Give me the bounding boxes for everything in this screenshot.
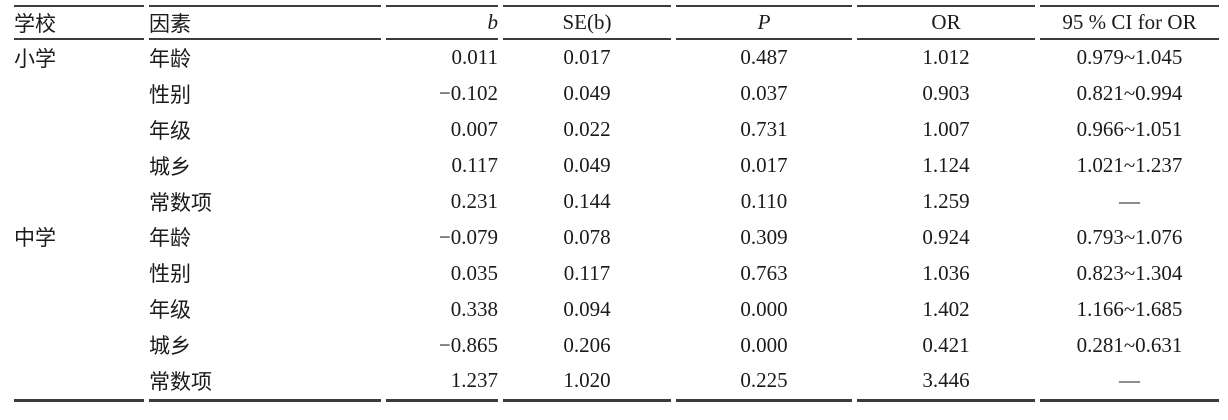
cell-school (14, 112, 144, 148)
cell-p: 0.309 (740, 224, 788, 249)
table-row: 性别 0.035 0.117 0.763 1.036 0.823~1.304 (14, 255, 1219, 291)
cell-ci: 0.966~1.051 (1076, 117, 1183, 142)
cell-factor: 年龄 (149, 46, 191, 71)
cell-factor: 城乡 (149, 334, 191, 359)
cell-se: 0.017 (563, 45, 611, 70)
cell-or: 3.446 (857, 363, 1035, 402)
cell-se: 0.022 (563, 117, 611, 142)
cell-factor: 城乡 (149, 154, 191, 179)
cell-ci: 0.979~1.045 (1076, 45, 1183, 70)
cell-or: 1.259 (922, 189, 970, 213)
cell-or: 1.012 (922, 45, 970, 70)
cell-or: 0.924 (922, 224, 970, 249)
cell-or: 1.402 (922, 296, 970, 321)
col-header-school: 学校 (14, 5, 144, 40)
cell-factor: 年级 (149, 298, 191, 323)
cell-b: 0.231 (450, 189, 498, 213)
cell-se: 0.144 (563, 189, 611, 213)
cell-ci: 0.793~1.076 (1076, 224, 1183, 249)
cell-ci: 0.821~0.994 (1076, 81, 1183, 106)
cell-p: 0.000 (740, 296, 788, 321)
cell-p: 0.225 (676, 363, 852, 402)
cell-factor: 年龄 (149, 226, 191, 251)
cell-b: −0.079 (438, 224, 498, 249)
col-header-b: b (386, 5, 498, 40)
cell-ci: 1.021~1.237 (1076, 153, 1183, 178)
cell-or: 0.903 (922, 81, 970, 106)
cell-b: −0.865 (438, 332, 498, 357)
table-row: 中学 年龄 −0.079 0.078 0.309 0.924 0.793~1.076 (14, 219, 1219, 255)
cell-school (14, 255, 144, 291)
cell-b: −0.102 (438, 81, 498, 106)
logistic-regression-table: 学校 因素 b SE(b) P OR 95 % CI for OR 小学 年龄 0.… (9, 5, 1224, 402)
cell-ci: 0.281~0.631 (1076, 332, 1183, 357)
cell-factor: 常数项 (149, 363, 381, 402)
cell-factor: 年级 (149, 118, 191, 143)
cell-ci: — (1040, 363, 1219, 402)
cell-p: 0.037 (740, 81, 788, 106)
cell-ci: — (1119, 189, 1140, 213)
table-header: 学校 因素 b SE(b) P OR 95 % CI for OR (14, 5, 1219, 40)
cell-factor: 性别 (149, 262, 191, 287)
col-header-se-b: SE(b) (503, 5, 671, 40)
col-header-or: OR (857, 5, 1035, 40)
cell-p: 0.000 (740, 332, 788, 357)
cell-or: 0.421 (922, 332, 970, 357)
cell-school: 小学 (14, 46, 56, 71)
header-row: 学校 因素 b SE(b) P OR 95 % CI for OR (14, 5, 1219, 40)
cell-ci: 1.166~1.685 (1076, 296, 1183, 321)
table-body: 小学 年龄 0.011 0.017 0.487 1.012 0.979~1.045 性别 −0.… (14, 40, 1219, 402)
cell-b: 1.237 (386, 363, 498, 402)
cell-se: 0.094 (563, 296, 611, 321)
table-row: 常数项 1.237 1.020 0.225 3.446— (14, 363, 1219, 402)
cell-or: 1.124 (922, 153, 970, 178)
cell-p: 0.017 (740, 153, 788, 178)
col-header-factor: 因素 (149, 5, 381, 40)
col-header-p: P (676, 5, 852, 40)
cell-school (14, 291, 144, 327)
cell-se: 0.049 (563, 81, 611, 106)
table-row: 性别 −0.102 0.049 0.037 0.903 0.821~0.994 (14, 76, 1219, 112)
cell-school (14, 76, 144, 112)
cell-se: 0.206 (563, 332, 611, 357)
cell-se: 0.078 (563, 224, 611, 249)
cell-school (14, 327, 144, 363)
cell-b: 0.011 (451, 45, 498, 70)
table-row: 年级 0.338 0.094 0.000 1.402 1.166~1.685 (14, 291, 1219, 327)
cell-p: 0.110 (740, 189, 788, 213)
cell-factor: 常数项 (149, 190, 212, 215)
cell-p: 0.731 (740, 117, 788, 142)
cell-b: 0.117 (451, 153, 498, 178)
cell-p: 0.763 (740, 260, 788, 285)
table-row: 城乡 −0.865 0.206 0.000 0.421 0.281~0.631 (14, 327, 1219, 363)
cell-or: 1.007 (922, 117, 970, 142)
cell-p: 0.487 (740, 45, 788, 70)
cell-b: 0.035 (450, 260, 498, 285)
col-header-ci: 95 % CI for OR (1040, 5, 1219, 40)
cell-school (14, 148, 144, 184)
table-row: 年级 0.007 0.022 0.731 1.007 0.966~1.051 (14, 112, 1219, 148)
table-row: 城乡 0.117 0.049 0.017 1.124 1.021~1.237 (14, 148, 1219, 184)
cell-se: 1.020 (503, 363, 671, 402)
cell-ci: 0.823~1.304 (1076, 260, 1183, 285)
table-row: 常数项 0.231 0.144 0.110 1.259 — (14, 184, 1219, 220)
table-row: 小学 年龄 0.011 0.017 0.487 1.012 0.979~1.045 (14, 40, 1219, 76)
cell-school (14, 184, 144, 220)
cell-factor: 性别 (149, 82, 191, 107)
cell-school (14, 363, 144, 402)
cell-se: 0.117 (563, 260, 611, 285)
cell-or: 1.036 (922, 260, 970, 285)
cell-school: 中学 (14, 226, 56, 251)
cell-se: 0.049 (563, 153, 611, 178)
cell-b: 0.338 (450, 296, 498, 321)
cell-b: 0.007 (450, 117, 498, 142)
